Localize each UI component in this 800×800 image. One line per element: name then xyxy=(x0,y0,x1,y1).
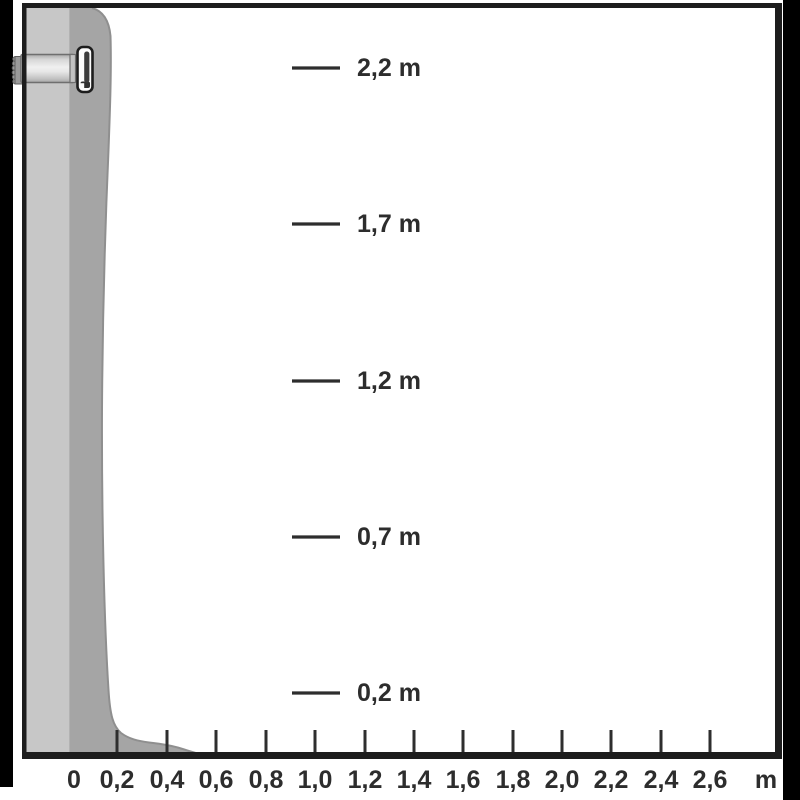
axis-tick-label: 2,2 xyxy=(594,766,629,794)
axis-tick-label: 0,2 xyxy=(100,766,135,794)
frame-left xyxy=(22,3,27,756)
height-marker-label: 2,2 m xyxy=(357,54,421,82)
axis-tick-label: 1,6 xyxy=(446,766,481,794)
axis-tick-label: 2,4 xyxy=(644,766,679,794)
frame-right xyxy=(775,3,782,756)
axis-tick-label: 2,0 xyxy=(545,766,580,794)
height-marker-label: 0,2 m xyxy=(357,679,421,707)
axis-tick-label: 1,2 xyxy=(348,766,383,794)
height-marker-label: 0,7 m xyxy=(357,523,421,551)
height-marker: 2,2 m xyxy=(292,54,421,82)
axis-tick-label: 0,4 xyxy=(150,766,185,794)
height-marker: 0,2 m xyxy=(292,679,421,707)
sensor-head-notch xyxy=(79,83,85,89)
height-markers: 2,2 m 1,7 m 1,2 m 0,7 m 0,2 m xyxy=(292,54,421,707)
height-marker: 1,2 m xyxy=(292,367,421,395)
axis-tick-label: 1,0 xyxy=(298,766,333,794)
x-axis-labels: 0 0,2 0,4 0,6 0,8 1,0 1,2 1,4 1,6 1,8 2,… xyxy=(67,766,777,794)
height-marker: 0,7 m xyxy=(292,523,421,551)
detection-zone-edge xyxy=(91,7,200,755)
sensor-head xyxy=(76,45,94,94)
height-marker-label: 1,2 m xyxy=(357,367,421,395)
axis-tick-label: 1,4 xyxy=(397,766,432,794)
x-axis: 0 0,2 0,4 0,6 0,8 1,0 1,2 1,4 1,6 1,8 2,… xyxy=(67,730,777,794)
axis-tick-label: 0 xyxy=(67,766,81,794)
frame-top xyxy=(22,3,782,8)
height-marker-label: 1,7 m xyxy=(357,210,421,238)
axis-unit-label: m xyxy=(755,766,777,794)
axis-tick-label: 2,6 xyxy=(693,766,728,794)
sensor-cylinder-body xyxy=(20,53,75,84)
x-axis-ticks xyxy=(115,730,712,752)
detection-zone xyxy=(70,8,199,754)
axis-tick-label: 0,8 xyxy=(249,766,284,794)
wall-section xyxy=(26,6,70,754)
sensor-cylinder-end-ring xyxy=(69,53,77,84)
height-marker: 1,7 m xyxy=(292,210,421,238)
axis-tick-label: 1,8 xyxy=(496,766,531,794)
left-edge-band xyxy=(0,0,13,787)
sensor-device xyxy=(11,45,94,94)
axis-tick-label: 0,6 xyxy=(199,766,234,794)
frame-baseline-floor xyxy=(22,752,782,759)
right-edge-band xyxy=(783,0,800,800)
sensor-head-lens-bar xyxy=(84,51,90,83)
